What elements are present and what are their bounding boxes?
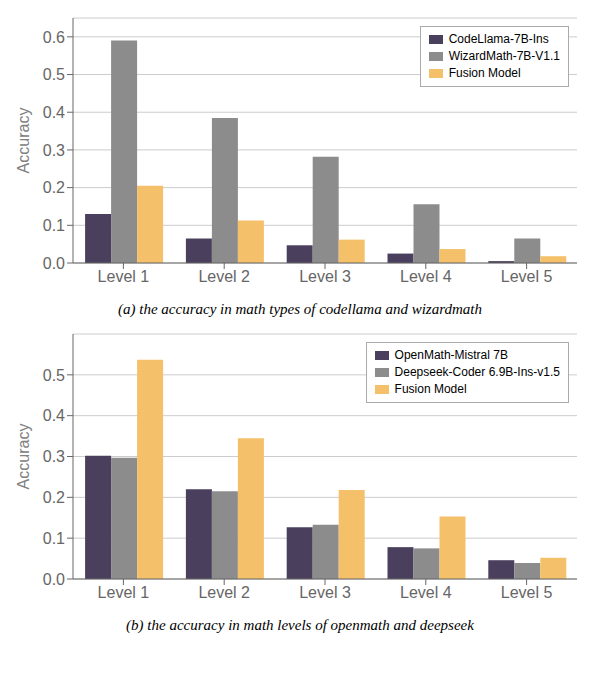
svg-text:Accuracy: Accuracy bbox=[15, 108, 32, 174]
svg-text:Level 5: Level 5 bbox=[501, 584, 553, 601]
svg-text:0.0: 0.0 bbox=[43, 255, 65, 272]
html-text:Deepseek-Coder 6.9B-Ins-v1.5: Deepseek-Coder 6.9B-Ins-v1.5 bbox=[394, 365, 560, 379]
svg-text:Level 1: Level 1 bbox=[98, 584, 150, 601]
html-text:OpenMath-Mistral 7B: OpenMath-Mistral 7B bbox=[394, 348, 508, 362]
svg-text:0.5: 0.5 bbox=[43, 367, 65, 384]
svg-text:Level 2: Level 2 bbox=[198, 268, 250, 285]
svg-text:Level 3: Level 3 bbox=[299, 268, 351, 285]
svg-text:Accuracy: Accuracy bbox=[15, 424, 32, 490]
svg-text:0.2: 0.2 bbox=[43, 489, 65, 506]
svg-text:0.0: 0.0 bbox=[43, 571, 65, 588]
html-text:Fusion Model: Fusion Model bbox=[394, 382, 467, 396]
svg-text:0.1: 0.1 bbox=[43, 530, 65, 547]
html-text:WizardMath-7B-V1.1: WizardMath-7B-V1.1 bbox=[448, 49, 560, 63]
html-text:(a) the accuracy in math types: (a) the accuracy in math types of codell… bbox=[118, 301, 482, 317]
svg-text:0.2: 0.2 bbox=[43, 179, 65, 196]
svg-text:0.3: 0.3 bbox=[43, 448, 65, 465]
svg-text:Level 4: Level 4 bbox=[400, 584, 452, 601]
html-text:(b) the accuracy in math level: (b) the accuracy in math levels of openm… bbox=[126, 617, 474, 633]
svg-text:0.3: 0.3 bbox=[43, 142, 65, 159]
svg-text:0.6: 0.6 bbox=[43, 29, 65, 46]
html-text:CodeLlama-7B-Ins: CodeLlama-7B-Ins bbox=[448, 32, 549, 46]
svg-text:0.4: 0.4 bbox=[43, 104, 65, 121]
svg-text:Level 5: Level 5 bbox=[501, 268, 553, 285]
svg-text:Level 3: Level 3 bbox=[299, 584, 351, 601]
svg-text:Level 4: Level 4 bbox=[400, 268, 452, 285]
svg-text:0.4: 0.4 bbox=[43, 407, 65, 424]
svg-text:0.1: 0.1 bbox=[43, 217, 65, 234]
svg-text:Level 2: Level 2 bbox=[198, 584, 250, 601]
html-text:Fusion Model: Fusion Model bbox=[448, 66, 521, 80]
svg-text:0.5: 0.5 bbox=[43, 66, 65, 83]
svg-text:Level 1: Level 1 bbox=[98, 268, 150, 285]
